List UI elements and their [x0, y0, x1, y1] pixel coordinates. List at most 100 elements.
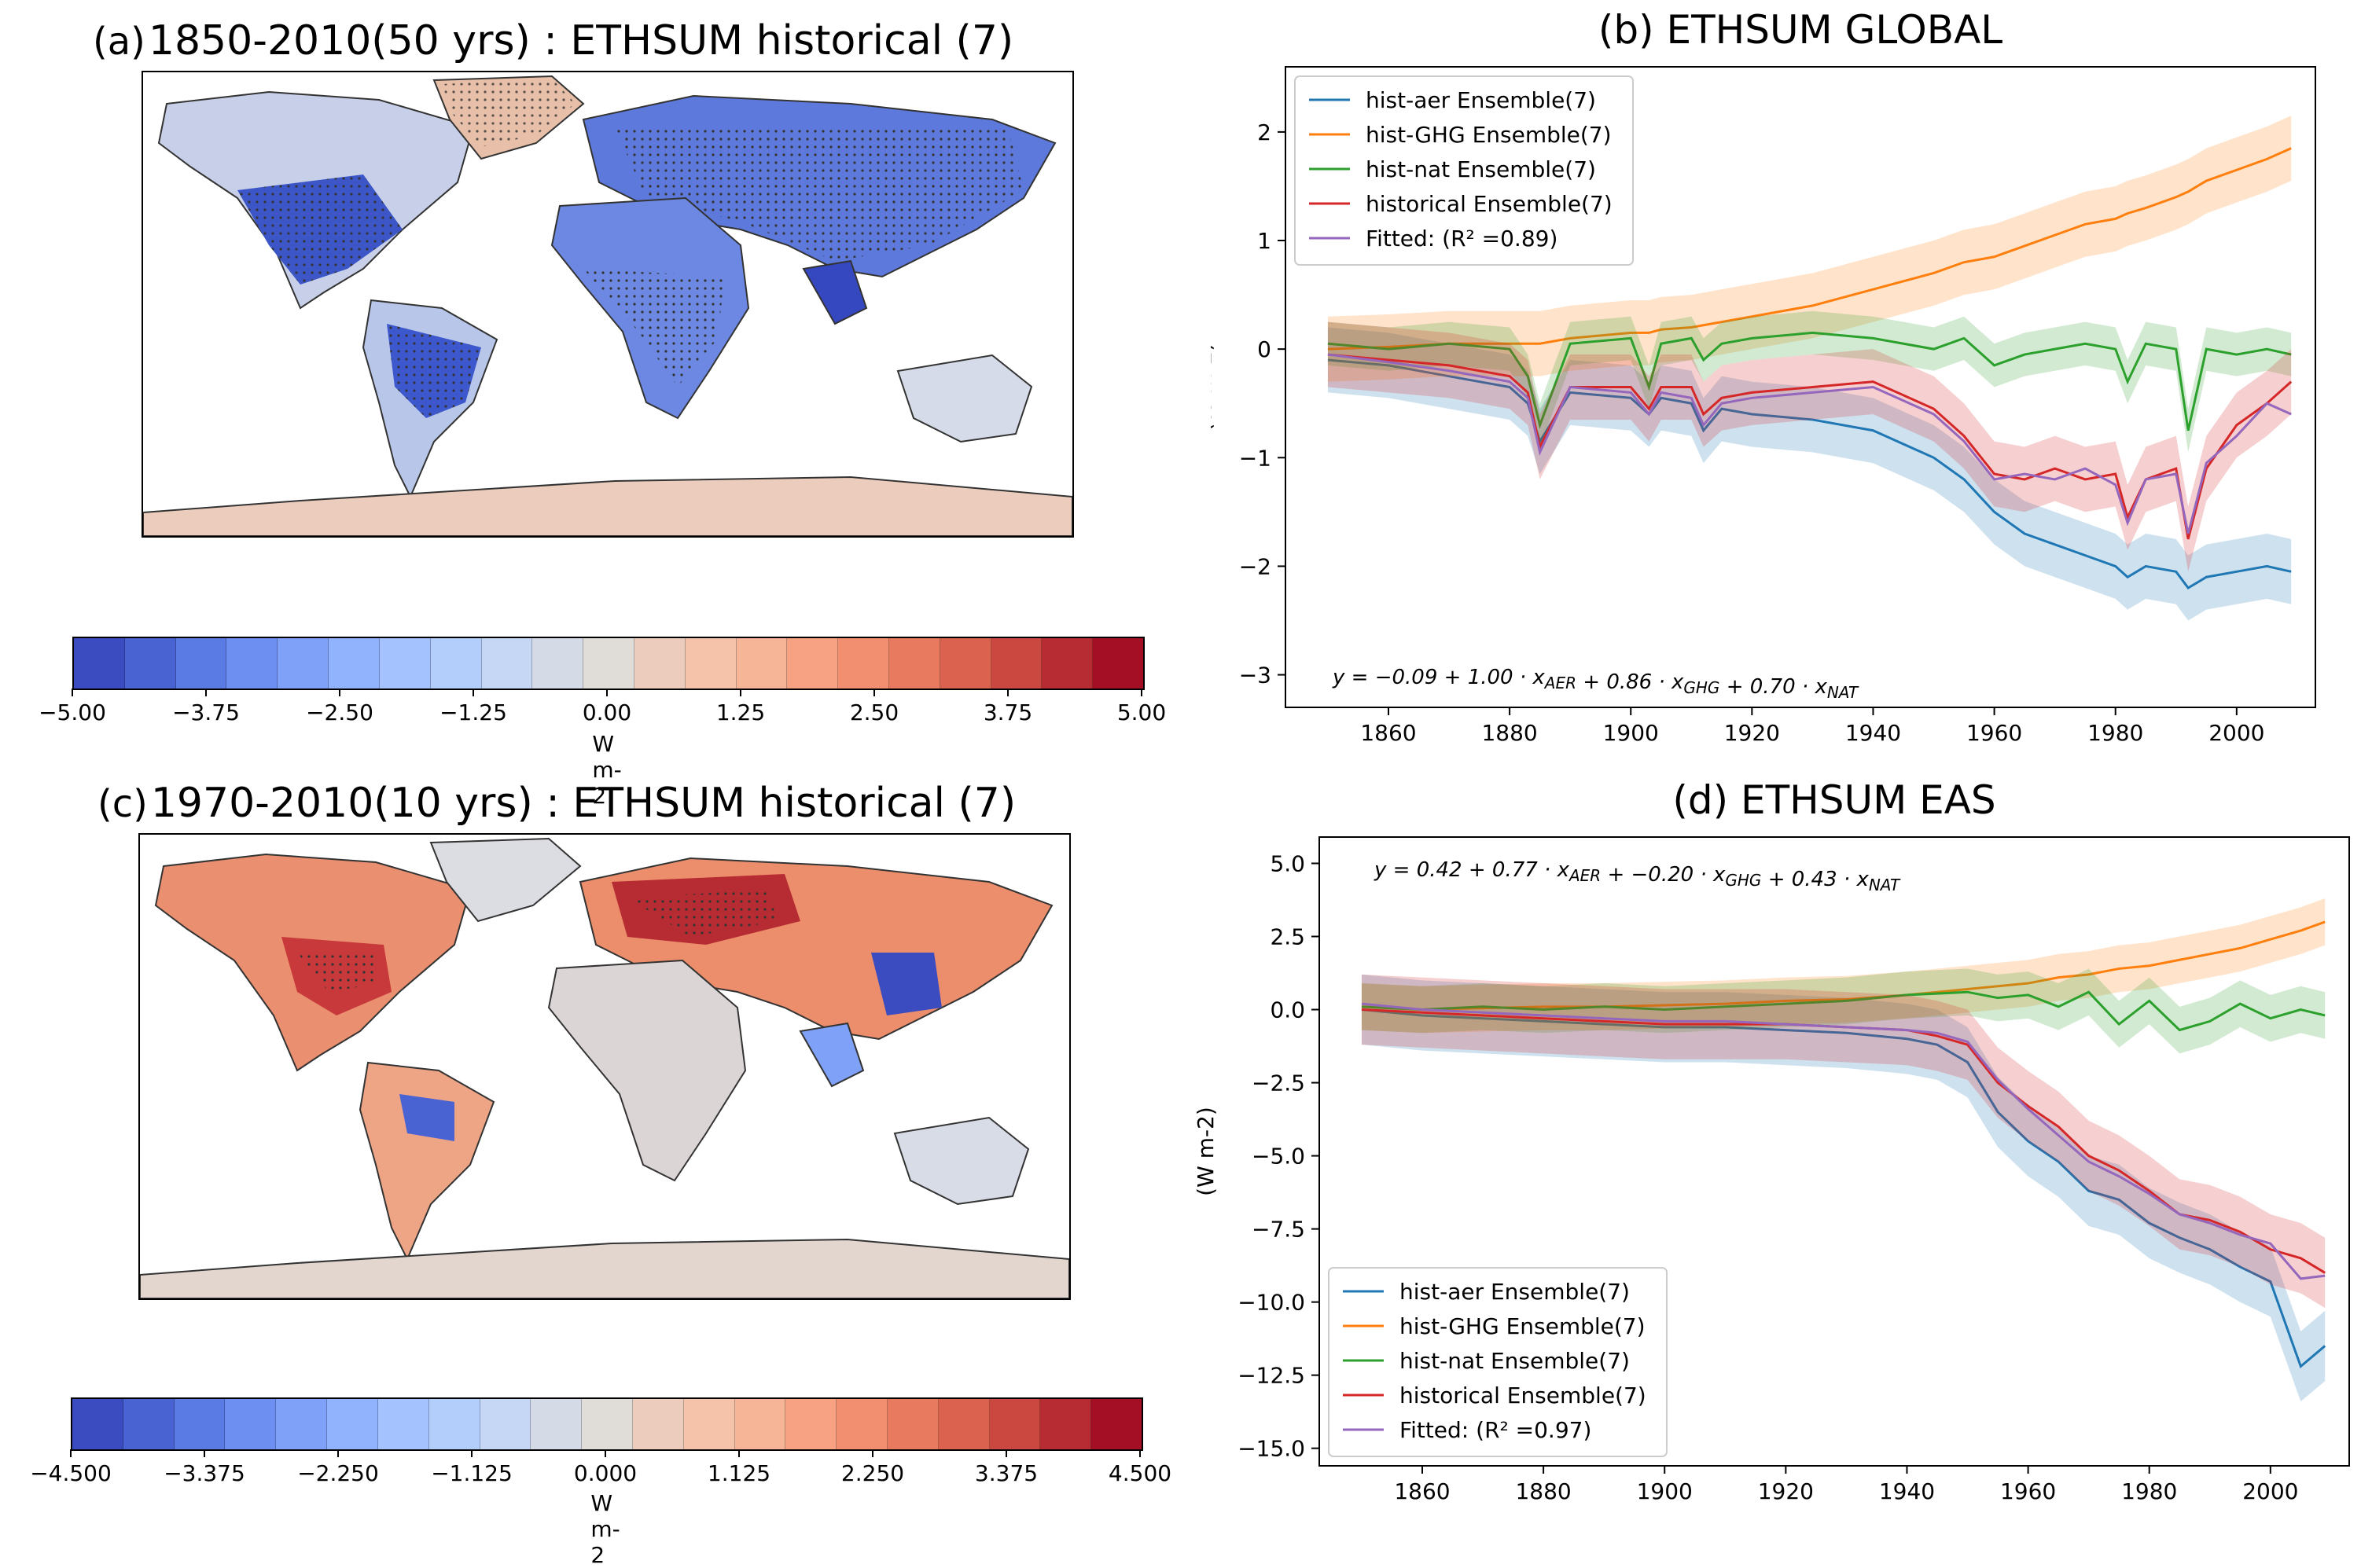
colorbar-tick-label: 0.00 [582, 700, 632, 725]
colorbar-tick-label: −2.250 [297, 1460, 379, 1486]
colorbar-swatch [683, 1399, 735, 1449]
x-tick-label: 1900 [1603, 720, 1659, 746]
colorbar-swatch [174, 1399, 226, 1449]
colorbar-tick-label: 1.125 [707, 1460, 771, 1486]
x-tick-label: 1920 [1758, 1478, 1814, 1504]
legend-box [1294, 75, 1634, 266]
colorbar-tick-label: 3.75 [983, 700, 1033, 725]
y-tick-label: 5.0 [1270, 850, 1305, 876]
colorbar-swatch [531, 1399, 583, 1449]
legend-label: Fitted: (R² =0.89) [1366, 226, 1557, 252]
colorbar-swatch [327, 1399, 378, 1449]
panel-a-label: (a) [93, 20, 145, 64]
colorbar-tick-label: 2.50 [849, 700, 899, 725]
panel-c-title-text: 1970-2010(10 yrs) : ETHSUM historical (7… [150, 780, 1017, 827]
y-tick-label: −3 [1239, 663, 1271, 689]
colorbar-swatch [225, 1399, 277, 1449]
series-band-ghg [1361, 898, 2326, 1034]
colorbar-tick-label: 1.25 [715, 700, 766, 725]
colorbar-swatch [991, 638, 1043, 689]
legend-label: hist-aer Ensemble(7) [1399, 1279, 1630, 1305]
series-band-nat [1361, 968, 2326, 1054]
plot-frame [1285, 66, 2316, 708]
series-line-aer [1327, 358, 2292, 590]
y-tick-label: −2 [1239, 553, 1271, 579]
y-tick-label: −5.0 [1252, 1144, 1305, 1170]
colorbar-tick-mark [605, 1449, 606, 1457]
colorbar-swatch [278, 638, 329, 689]
colorbar-swatch [74, 638, 125, 689]
series-band-ghg [1327, 116, 2292, 382]
colorbar-tick-mark [1006, 1449, 1007, 1457]
colorbar-swatch [377, 1399, 429, 1449]
y-tick-label: 2 [1257, 119, 1271, 145]
colorbar-tick-label: −1.125 [431, 1460, 513, 1486]
colorbar-swatch [938, 1399, 990, 1449]
colorbar-swatch [276, 1399, 328, 1449]
colorbar-swatch [480, 1399, 531, 1449]
chart-title: (d) ETHSUM EAS [1672, 777, 1995, 823]
series-line-ghg [1327, 147, 2292, 351]
colorbar-tick-label: 0.000 [573, 1460, 638, 1486]
colorbar-swatch [1093, 638, 1144, 689]
colorbar-tick-mark [1139, 1449, 1141, 1457]
colorbar-swatch [734, 1399, 786, 1449]
colorbar-tick-mark [873, 689, 875, 696]
colorbar-a-units: W m-2 [592, 731, 622, 809]
colorbar-swatch [123, 1399, 175, 1449]
series-line-nat [1361, 990, 2326, 1032]
x-tick-label: 2000 [2242, 1478, 2298, 1504]
legend-label: historical Ensemble(7) [1366, 191, 1613, 217]
colorbar-tick-label: 5.00 [1116, 700, 1167, 725]
colorbar-tick-label: 3.375 [974, 1460, 1039, 1486]
colorbar-swatch [838, 638, 889, 689]
panel-c-label: (c) [97, 782, 148, 826]
y-tick-label: −1 [1239, 445, 1271, 471]
colorbar-tick-mark [473, 689, 474, 696]
colorbar-swatch [583, 638, 634, 689]
colorbar-tick-label: −1.25 [439, 700, 507, 725]
colorbar-tick-mark [72, 689, 73, 696]
colorbar-tick-mark [339, 689, 340, 696]
series-line-hist [1361, 1008, 2326, 1274]
colorbar-tick-label: −3.375 [164, 1460, 245, 1486]
colorbar-swatch [428, 1399, 480, 1449]
panel-a-title-text: 1850-2010(50 yrs) : ETHSUM historical (7… [148, 17, 1014, 64]
colorbar-tick-label: 2.250 [840, 1460, 905, 1486]
colorbar-swatch [787, 638, 839, 689]
plot-frame [1318, 836, 2350, 1467]
colorbar-tick-mark [337, 1449, 339, 1457]
colorbar-swatch [481, 638, 533, 689]
series-band-hist [1327, 321, 2292, 572]
colorbar-swatch [430, 638, 482, 689]
map-a-svg [143, 72, 1072, 536]
colorbar-tick-mark [205, 689, 207, 696]
x-tick-label: 1960 [1966, 720, 2022, 746]
colorbar-swatch [940, 638, 991, 689]
colorbar-swatch [888, 1399, 939, 1449]
x-tick-label: 1880 [1515, 1478, 1571, 1504]
colorbar-swatch [532, 638, 584, 689]
world-map-c [138, 833, 1071, 1300]
x-tick-label: 1880 [1481, 720, 1537, 746]
colorbar-tick-mark [471, 1449, 473, 1457]
map-c-svg [140, 835, 1069, 1298]
legend-label: historical Ensemble(7) [1399, 1383, 1646, 1408]
colorbar-swatch [329, 638, 380, 689]
colorbar-tick-mark [738, 1449, 740, 1457]
colorbar-swatch [634, 638, 686, 689]
colorbar-c-units: W m-2 [590, 1490, 620, 1568]
y-tick-label: 0 [1257, 336, 1271, 362]
y-tick-label: 1 [1257, 228, 1271, 254]
colorbar-tick-label: 4.500 [1108, 1460, 1172, 1486]
x-tick-label: 1920 [1724, 720, 1780, 746]
series-line-hist [1327, 353, 2293, 540]
y-tick-label: −10.0 [1238, 1290, 1305, 1316]
chart-title: (b) ETHSUM GLOBAL [1598, 7, 2002, 53]
fit-equation: y = 0.42 + 0.77 · xAER + −0.20 · xGHG + … [1374, 858, 1901, 894]
colorbar-swatch [124, 638, 176, 689]
series-band-aer [1327, 327, 2292, 621]
series-line-aer [1361, 1008, 2326, 1369]
y-axis-label: (W m-2) [1211, 343, 1216, 432]
series-line-nat [1327, 331, 2292, 431]
